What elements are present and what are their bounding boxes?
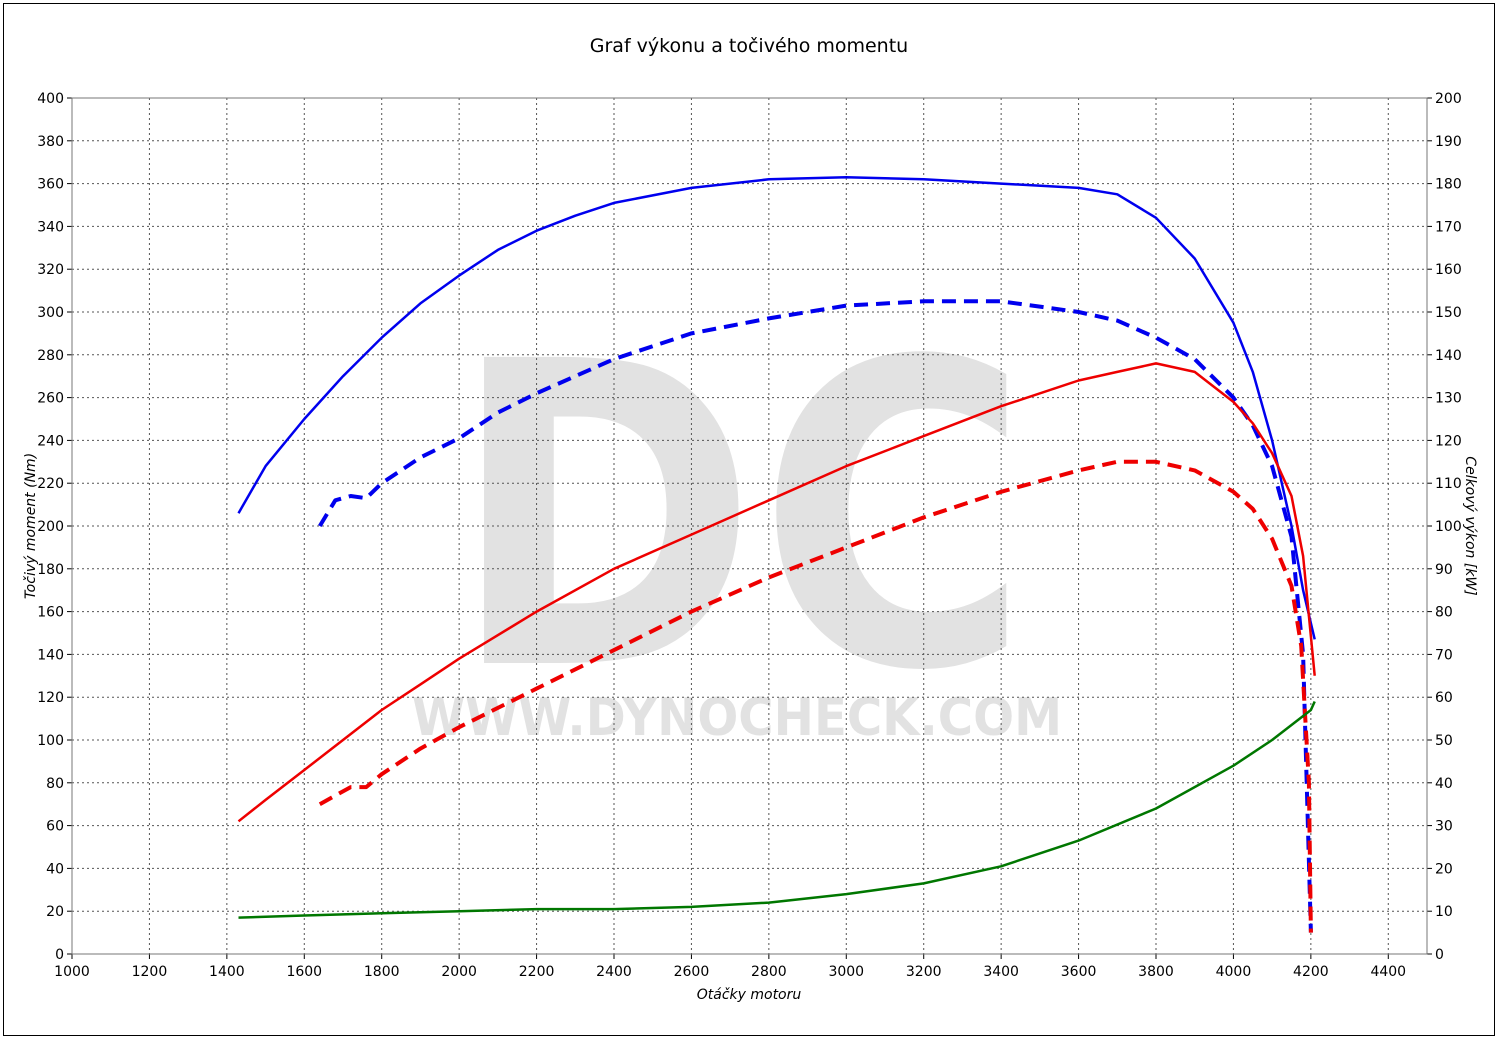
x-tick-label: 1800 [364, 964, 400, 980]
series-layer [237, 175, 1316, 933]
y-left-tick-label: 20 [46, 904, 64, 920]
y-right-tick-label: 0 [1435, 947, 1444, 963]
x-tick-label: 3800 [1138, 964, 1174, 980]
y-left-tick-label: 320 [37, 262, 64, 278]
y-right-tick-label: 180 [1435, 177, 1462, 193]
watermark: DC WWW.DYNOCHECK.COM [412, 274, 1062, 763]
x-tick-label: 1200 [132, 964, 168, 980]
y-left-tick-label: 340 [37, 219, 64, 235]
x-tick-label: 2800 [751, 964, 787, 980]
series-line-2 [318, 299, 1313, 933]
x-tick-label: 2600 [674, 964, 710, 980]
y-left-tick-label: 220 [37, 476, 64, 492]
series-line-4 [318, 459, 1313, 933]
y-left-tick-label: 200 [37, 519, 64, 535]
y-right-tick-label: 70 [1435, 647, 1453, 663]
y-right-tick-label: 130 [1435, 391, 1462, 407]
y-left-tick-label: 100 [37, 733, 64, 749]
watermark-logo: DC [450, 274, 1030, 763]
y-left-tick-label: 240 [37, 433, 64, 449]
y-right-tick-label: 140 [1435, 348, 1462, 364]
y-right-tick-label: 120 [1435, 433, 1462, 449]
y-left-tick-label: 380 [37, 134, 64, 150]
y-right-tick-label: 160 [1435, 262, 1462, 278]
x-tick-label: 2400 [596, 964, 632, 980]
y-right-tick-label: 10 [1435, 904, 1453, 920]
y-right-tick-label: 30 [1435, 819, 1453, 835]
y-left-tick-label: 40 [46, 861, 64, 877]
x-axis-label: Otáčky motoru [697, 987, 802, 1003]
x-axis: 1000 1200 1400 1600 1800 2000 2200 2400 2600 2800… [54, 954, 1406, 980]
x-tick-label: 3200 [906, 964, 942, 980]
y-left-tick-label: 180 [37, 562, 64, 578]
y-right-tick-label: 40 [1435, 776, 1453, 792]
x-tick-label: 3400 [983, 964, 1019, 980]
y-right-tick-label: 50 [1435, 733, 1453, 749]
y-left-tick-label: 120 [37, 690, 64, 706]
y-axis-right-label: Celkový výkon [kW] [1462, 456, 1478, 595]
y-axis-right: 0 10 20 30 40 50 60 70 80 90 100 110 120 130 140 150 160… [1427, 91, 1462, 963]
grid [72, 97, 1427, 954]
y-right-tick-label: 200 [1435, 91, 1462, 107]
y-right-tick-label: 190 [1435, 134, 1462, 150]
y-left-tick-label: 400 [37, 91, 64, 107]
x-tick-label: 4000 [1216, 964, 1252, 980]
chart-frame [3, 3, 1495, 1036]
y-left-tick-label: 60 [46, 819, 64, 835]
y-right-tick-label: 60 [1435, 690, 1453, 706]
y-right-tick-label: 110 [1435, 476, 1462, 492]
series-line-1 [237, 175, 1316, 640]
y-left-tick-label: 140 [37, 647, 64, 663]
x-tick-label: 2000 [441, 964, 477, 980]
x-tick-label: 4400 [1370, 964, 1406, 980]
x-tick-label: 3000 [828, 964, 864, 980]
series-line-5 [238, 700, 1316, 919]
y-left-tick-label: 260 [37, 391, 64, 407]
y-left-tick-label: 300 [37, 305, 64, 321]
y-left-tick-label: 0 [55, 947, 64, 963]
x-tick-label: 1400 [209, 964, 245, 980]
x-tick-label: 4200 [1293, 964, 1329, 980]
y-right-tick-label: 90 [1435, 562, 1453, 578]
x-tick-label: 1600 [286, 964, 322, 980]
y-right-tick-label: 20 [1435, 861, 1453, 877]
plot-border [71, 97, 1428, 955]
y-left-tick-label: 280 [37, 348, 64, 364]
y-right-tick-label: 100 [1435, 519, 1462, 535]
y-right-tick-label: 150 [1435, 305, 1462, 321]
y-axis-left-label: Točivý moment (Nm) [23, 453, 39, 599]
y-left-tick-label: 360 [37, 177, 64, 193]
y-right-tick-label: 80 [1435, 605, 1453, 621]
y-axis-left: 0 20 40 60 80 100 120 140 160 180 200 220 240 260 280 3… [37, 91, 72, 963]
y-left-tick-label: 160 [37, 605, 64, 621]
x-tick-label: 1000 [54, 964, 90, 980]
x-tick-label: 2200 [519, 964, 555, 980]
series-line-3 [237, 362, 1316, 823]
x-tick-label: 3600 [1061, 964, 1097, 980]
chart-title: Graf výkonu a točivého momentu [590, 35, 908, 57]
y-left-tick-label: 80 [46, 776, 64, 792]
y-right-tick-label: 170 [1435, 219, 1462, 235]
